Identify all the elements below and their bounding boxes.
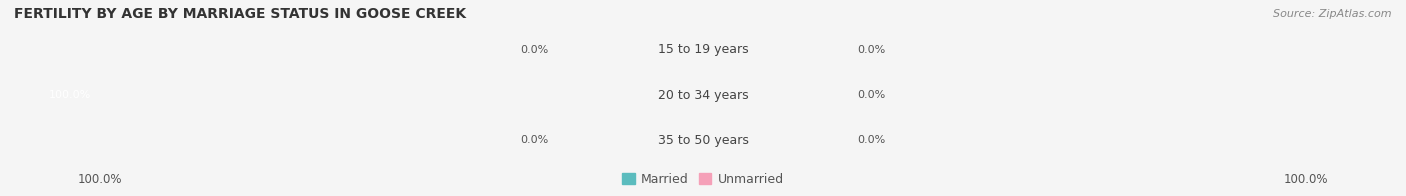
Text: 0.0%: 0.0% <box>858 45 886 55</box>
Text: Source: ZipAtlas.com: Source: ZipAtlas.com <box>1274 9 1392 19</box>
Text: 0.0%: 0.0% <box>858 90 886 100</box>
Text: 15 to 19 years: 15 to 19 years <box>658 44 748 56</box>
Text: 20 to 34 years: 20 to 34 years <box>658 89 748 102</box>
Text: 0.0%: 0.0% <box>520 135 548 145</box>
Text: 100.0%: 100.0% <box>77 173 122 186</box>
Text: 0.0%: 0.0% <box>520 45 548 55</box>
Text: 100.0%: 100.0% <box>49 90 91 100</box>
Text: FERTILITY BY AGE BY MARRIAGE STATUS IN GOOSE CREEK: FERTILITY BY AGE BY MARRIAGE STATUS IN G… <box>14 7 467 21</box>
Legend: Married, Unmarried: Married, Unmarried <box>617 168 789 191</box>
Text: 0.0%: 0.0% <box>858 135 886 145</box>
Text: 100.0%: 100.0% <box>1284 173 1329 186</box>
Text: 35 to 50 years: 35 to 50 years <box>658 134 748 147</box>
